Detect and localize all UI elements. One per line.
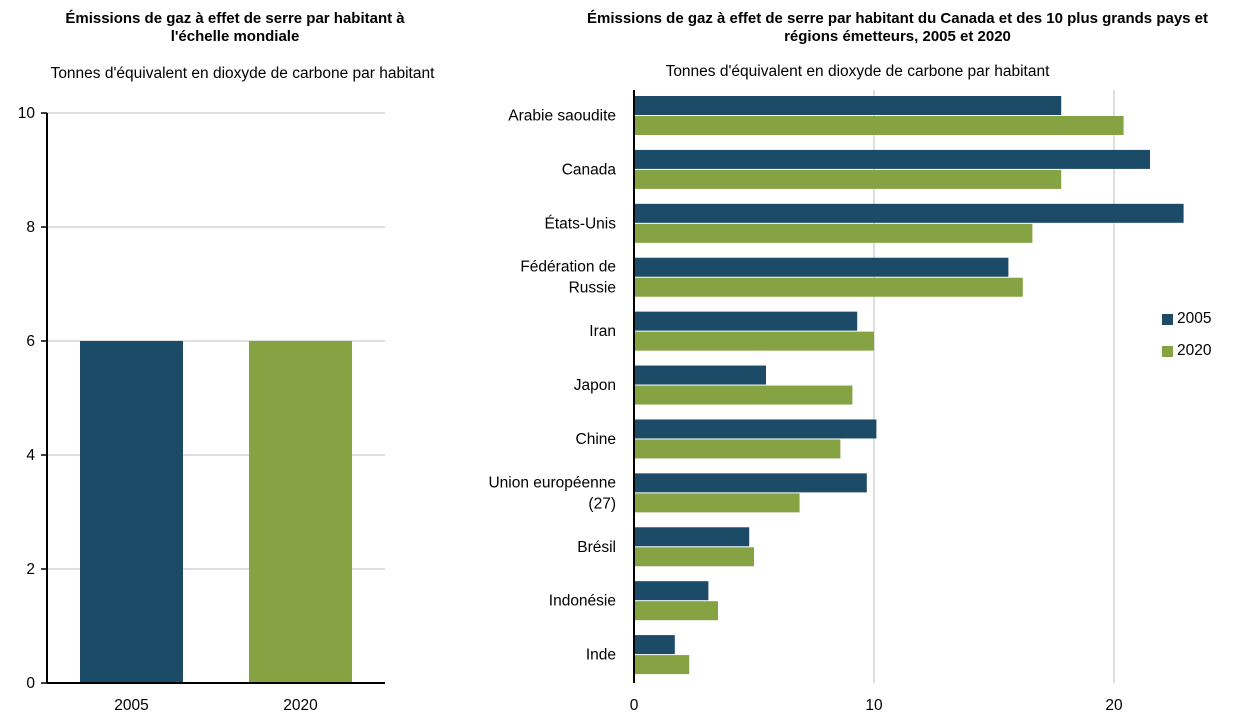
legend-item-2020: 2020 (1162, 342, 1211, 360)
right-bar-Indonésie-2005 (634, 581, 709, 601)
legend-item-2005: 2005 (1162, 310, 1211, 328)
right-bar-États-Unis-2020 (634, 223, 1033, 243)
right-bar-Union européenne (27)-2020 (634, 493, 800, 513)
right-category-label-5: Japon (574, 377, 616, 394)
right-bar-Brésil-2005 (634, 527, 750, 547)
right-bar-Brésil-2020 (634, 547, 754, 567)
right-bar-Indonésie-2020 (634, 601, 718, 621)
left-xtick-label-2005: 2005 (114, 697, 148, 714)
right-category-label-10: Inde (586, 647, 616, 664)
right-bar-Fédération de Russie-2005 (634, 257, 1009, 277)
legend-swatch-2020 (1162, 345, 1173, 357)
right-bar-Arabie saoudite-2005 (634, 96, 1062, 115)
right-chart-title: Émissions de gaz à effet de serre par ha… (586, 10, 1209, 45)
right-category-label-6: Chine (576, 431, 617, 448)
left-ytick-label-1: 2 (26, 561, 35, 578)
right-bar-Chine-2020 (634, 439, 841, 459)
right-category-label-1: Canada (562, 161, 617, 178)
left-ytick-label-5: 10 (18, 105, 36, 122)
left-ytick-label-0: 0 (26, 675, 35, 692)
right-category-label-7: Union européenne (27) (488, 474, 616, 512)
left-chart-subtitle: Tonnes d'équivalent en dioxyde de carbon… (50, 65, 435, 82)
left-chart-title: Émissions de gaz à effet de serre par ha… (65, 10, 405, 45)
right-xtick-label-0: 0 (630, 697, 639, 714)
left-ytick-label-3: 6 (26, 333, 35, 350)
right-bar-Fédération de Russie-2020 (634, 277, 1023, 297)
left-ytick-label-4: 8 (26, 219, 35, 236)
right-chart-subtitle: Tonnes d'équivalent en dioxyde de carbon… (665, 63, 1050, 80)
right-xtick-label-1: 10 (865, 697, 883, 714)
right-bar-Iran-2020 (634, 331, 874, 351)
right-bar-Union européenne (27)-2005 (634, 473, 867, 493)
right-bar-Arabie saoudite-2020 (634, 116, 1124, 135)
right-xtick-label-2: 20 (1105, 697, 1123, 714)
right-category-label-3: Fédération de Russie (520, 259, 616, 297)
left-bar-2020 (249, 341, 352, 683)
right-bar-Japon-2005 (634, 365, 766, 385)
right-category-label-2: États-Unis (545, 215, 617, 232)
right-category-label-8: Brésil (577, 539, 616, 556)
right-bar-Inde-2005 (634, 635, 675, 655)
right-category-label-0: Arabie saoudite (508, 108, 616, 125)
left-ytick-label-2: 4 (26, 447, 35, 464)
legend-swatch-2005 (1162, 313, 1173, 325)
right-bar-Chine-2005 (634, 419, 877, 439)
left-xtick-label-2020: 2020 (283, 697, 318, 714)
right-category-label-9: Indonésie (549, 593, 616, 610)
right-bar-États-Unis-2005 (634, 203, 1184, 223)
right-bar-Iran-2005 (634, 311, 858, 331)
legend-label-2005: 2005 (1177, 310, 1212, 327)
right-category-label-4: Iran (589, 323, 616, 340)
right-bar-Japon-2020 (634, 385, 853, 405)
right-bar-Canada-2020 (634, 169, 1062, 189)
left-bar-2005 (80, 341, 183, 683)
right-bar-Canada-2005 (634, 149, 1150, 169)
legend-label-2020: 2020 (1177, 342, 1212, 359)
right-bar-Inde-2020 (634, 655, 690, 675)
